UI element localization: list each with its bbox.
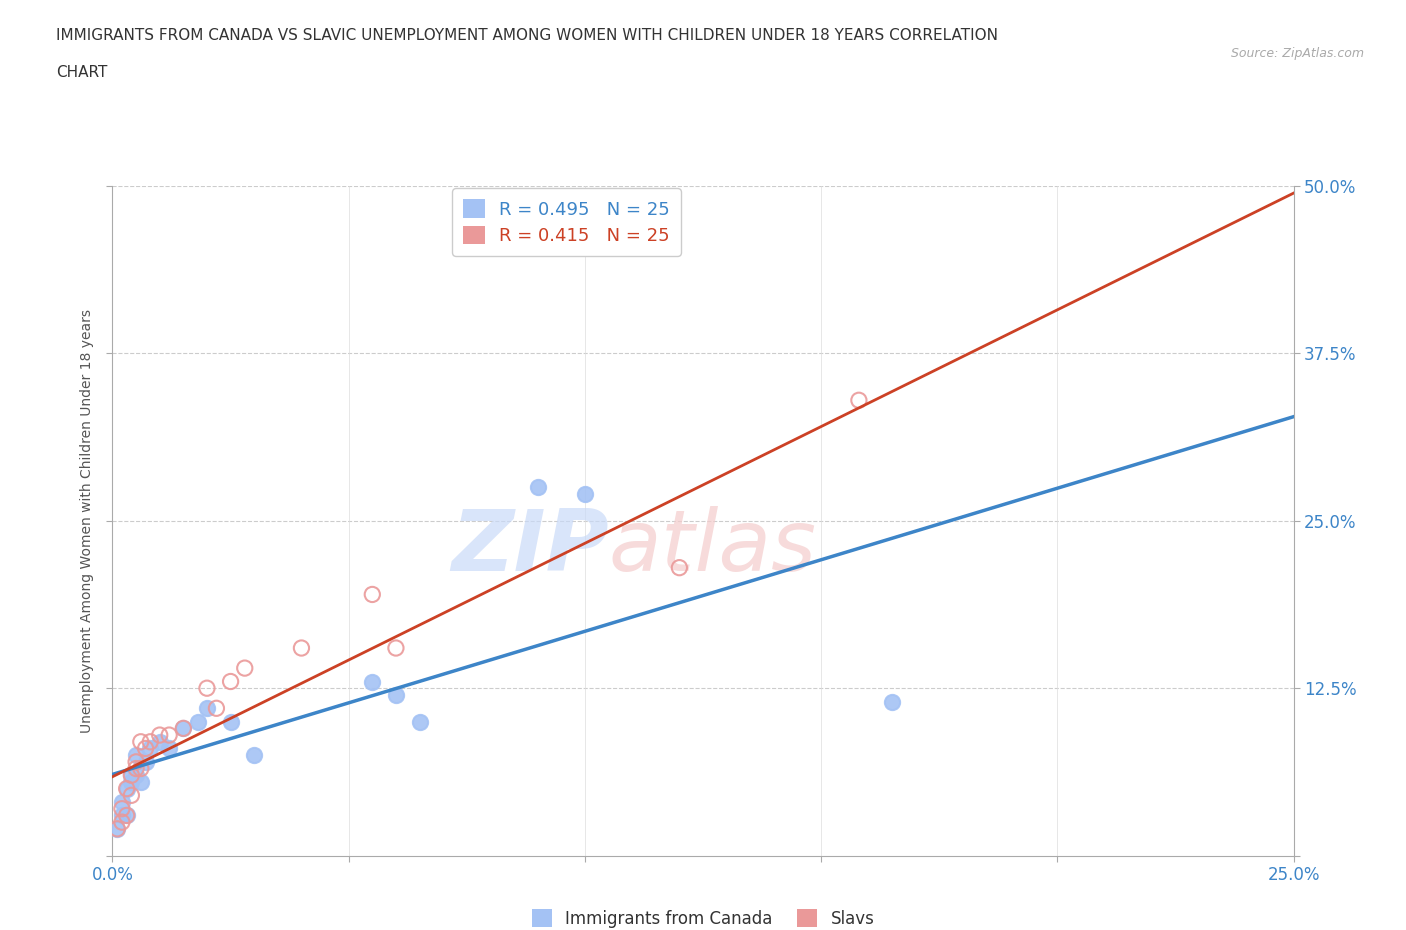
Point xyxy=(115,808,138,823)
Point xyxy=(125,754,148,769)
Point xyxy=(157,741,180,756)
Point xyxy=(195,701,218,716)
Point xyxy=(361,587,384,602)
Text: ZIP: ZIP xyxy=(451,506,609,589)
Point xyxy=(219,714,242,729)
Point xyxy=(361,674,384,689)
Point xyxy=(139,735,162,750)
Point xyxy=(526,480,548,495)
Point xyxy=(129,775,152,790)
Point xyxy=(149,727,172,742)
Point xyxy=(385,641,408,656)
Point xyxy=(111,802,134,817)
Point xyxy=(172,721,194,736)
Point xyxy=(243,748,266,763)
Point xyxy=(848,392,870,407)
Point xyxy=(135,754,157,769)
Point xyxy=(120,768,142,783)
Point xyxy=(139,741,162,756)
Point xyxy=(195,681,218,696)
Point xyxy=(129,761,152,776)
Point xyxy=(233,660,256,675)
Point xyxy=(125,768,148,783)
Point xyxy=(408,714,430,729)
Point xyxy=(120,788,142,803)
Point xyxy=(172,721,194,736)
Text: atlas: atlas xyxy=(609,506,817,589)
Point xyxy=(111,815,134,830)
Legend: Immigrants from Canada, Slavs: Immigrants from Canada, Slavs xyxy=(524,903,882,930)
Point xyxy=(186,714,208,729)
Point xyxy=(125,748,148,763)
Point xyxy=(120,775,142,790)
Point xyxy=(880,694,903,709)
Point xyxy=(115,781,138,796)
Text: IMMIGRANTS FROM CANADA VS SLAVIC UNEMPLOYMENT AMONG WOMEN WITH CHILDREN UNDER 18: IMMIGRANTS FROM CANADA VS SLAVIC UNEMPLO… xyxy=(56,28,998,43)
Point xyxy=(290,641,312,656)
Point xyxy=(149,735,172,750)
Text: Source: ZipAtlas.com: Source: ZipAtlas.com xyxy=(1230,46,1364,60)
Point xyxy=(668,560,690,575)
Point xyxy=(111,794,134,809)
Point xyxy=(120,768,142,783)
Point xyxy=(129,735,152,750)
Point xyxy=(115,808,138,823)
Y-axis label: Unemployment Among Women with Children Under 18 years: Unemployment Among Women with Children U… xyxy=(80,309,94,733)
Point xyxy=(157,727,180,742)
Point xyxy=(105,821,128,836)
Point xyxy=(115,781,138,796)
Point xyxy=(135,741,157,756)
Text: CHART: CHART xyxy=(56,65,108,80)
Point xyxy=(111,808,134,823)
Point xyxy=(385,687,408,702)
Point xyxy=(125,761,148,776)
Point xyxy=(219,674,242,689)
Point xyxy=(205,701,228,716)
Point xyxy=(105,821,128,836)
Point xyxy=(574,486,596,501)
